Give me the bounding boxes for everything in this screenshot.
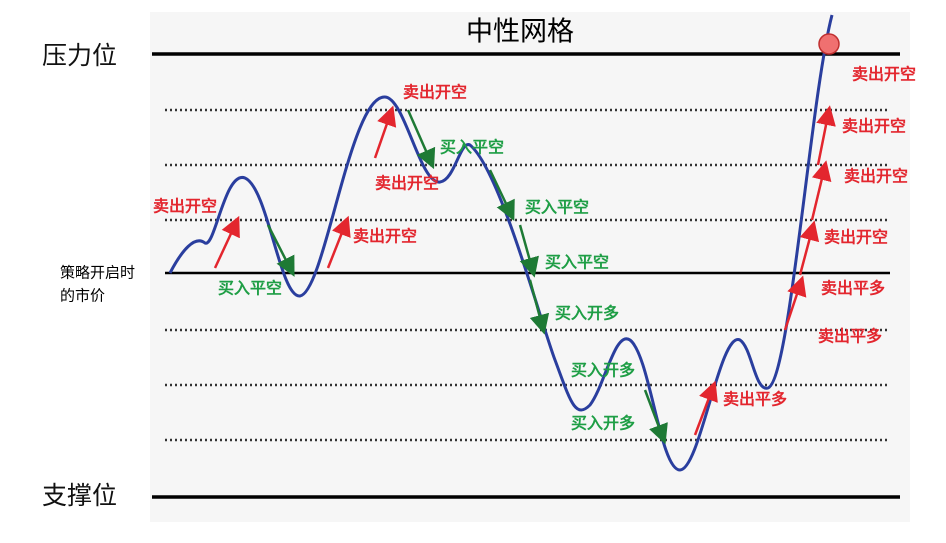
annotation: 买入开多 <box>571 361 635 380</box>
annotation: 买入平空 <box>525 198 589 217</box>
annotation: 买入平空 <box>440 138 504 157</box>
annotation: 卖出开空 <box>153 197 217 216</box>
annotation: 卖出开空 <box>844 167 908 186</box>
annotation: 买入平空 <box>545 253 609 272</box>
annotation: 买入平空 <box>218 279 282 298</box>
annotation: 卖出平多 <box>723 390 787 409</box>
annotation: 卖出开空 <box>842 117 906 136</box>
annotation: 卖出开空 <box>353 227 417 246</box>
annotation: 卖出平多 <box>821 279 885 298</box>
annotations: 卖出开空 买入平空 卖出开空 卖出开空 卖出开空 买入平空 买入平空 买入平空 … <box>153 65 916 433</box>
arrows <box>213 105 836 445</box>
annotation: 买入开多 <box>555 304 619 323</box>
breakout-point <box>818 33 840 55</box>
level-label: 的市价 <box>60 287 105 305</box>
annotation: 卖出开空 <box>824 228 888 247</box>
level-label: 压力位 <box>42 41 117 70</box>
annotation: 卖出平多 <box>818 327 882 346</box>
annotation: 卖出开空 <box>375 174 439 193</box>
annotation: 卖出开空 <box>852 65 916 84</box>
title: 中性网格 <box>466 17 574 48</box>
annotation: 卖出开空 <box>403 83 467 102</box>
level-label: 支撑位 <box>42 481 117 510</box>
annotation: 买入开多 <box>571 414 635 433</box>
level-label: 策略开启时 <box>60 264 135 282</box>
